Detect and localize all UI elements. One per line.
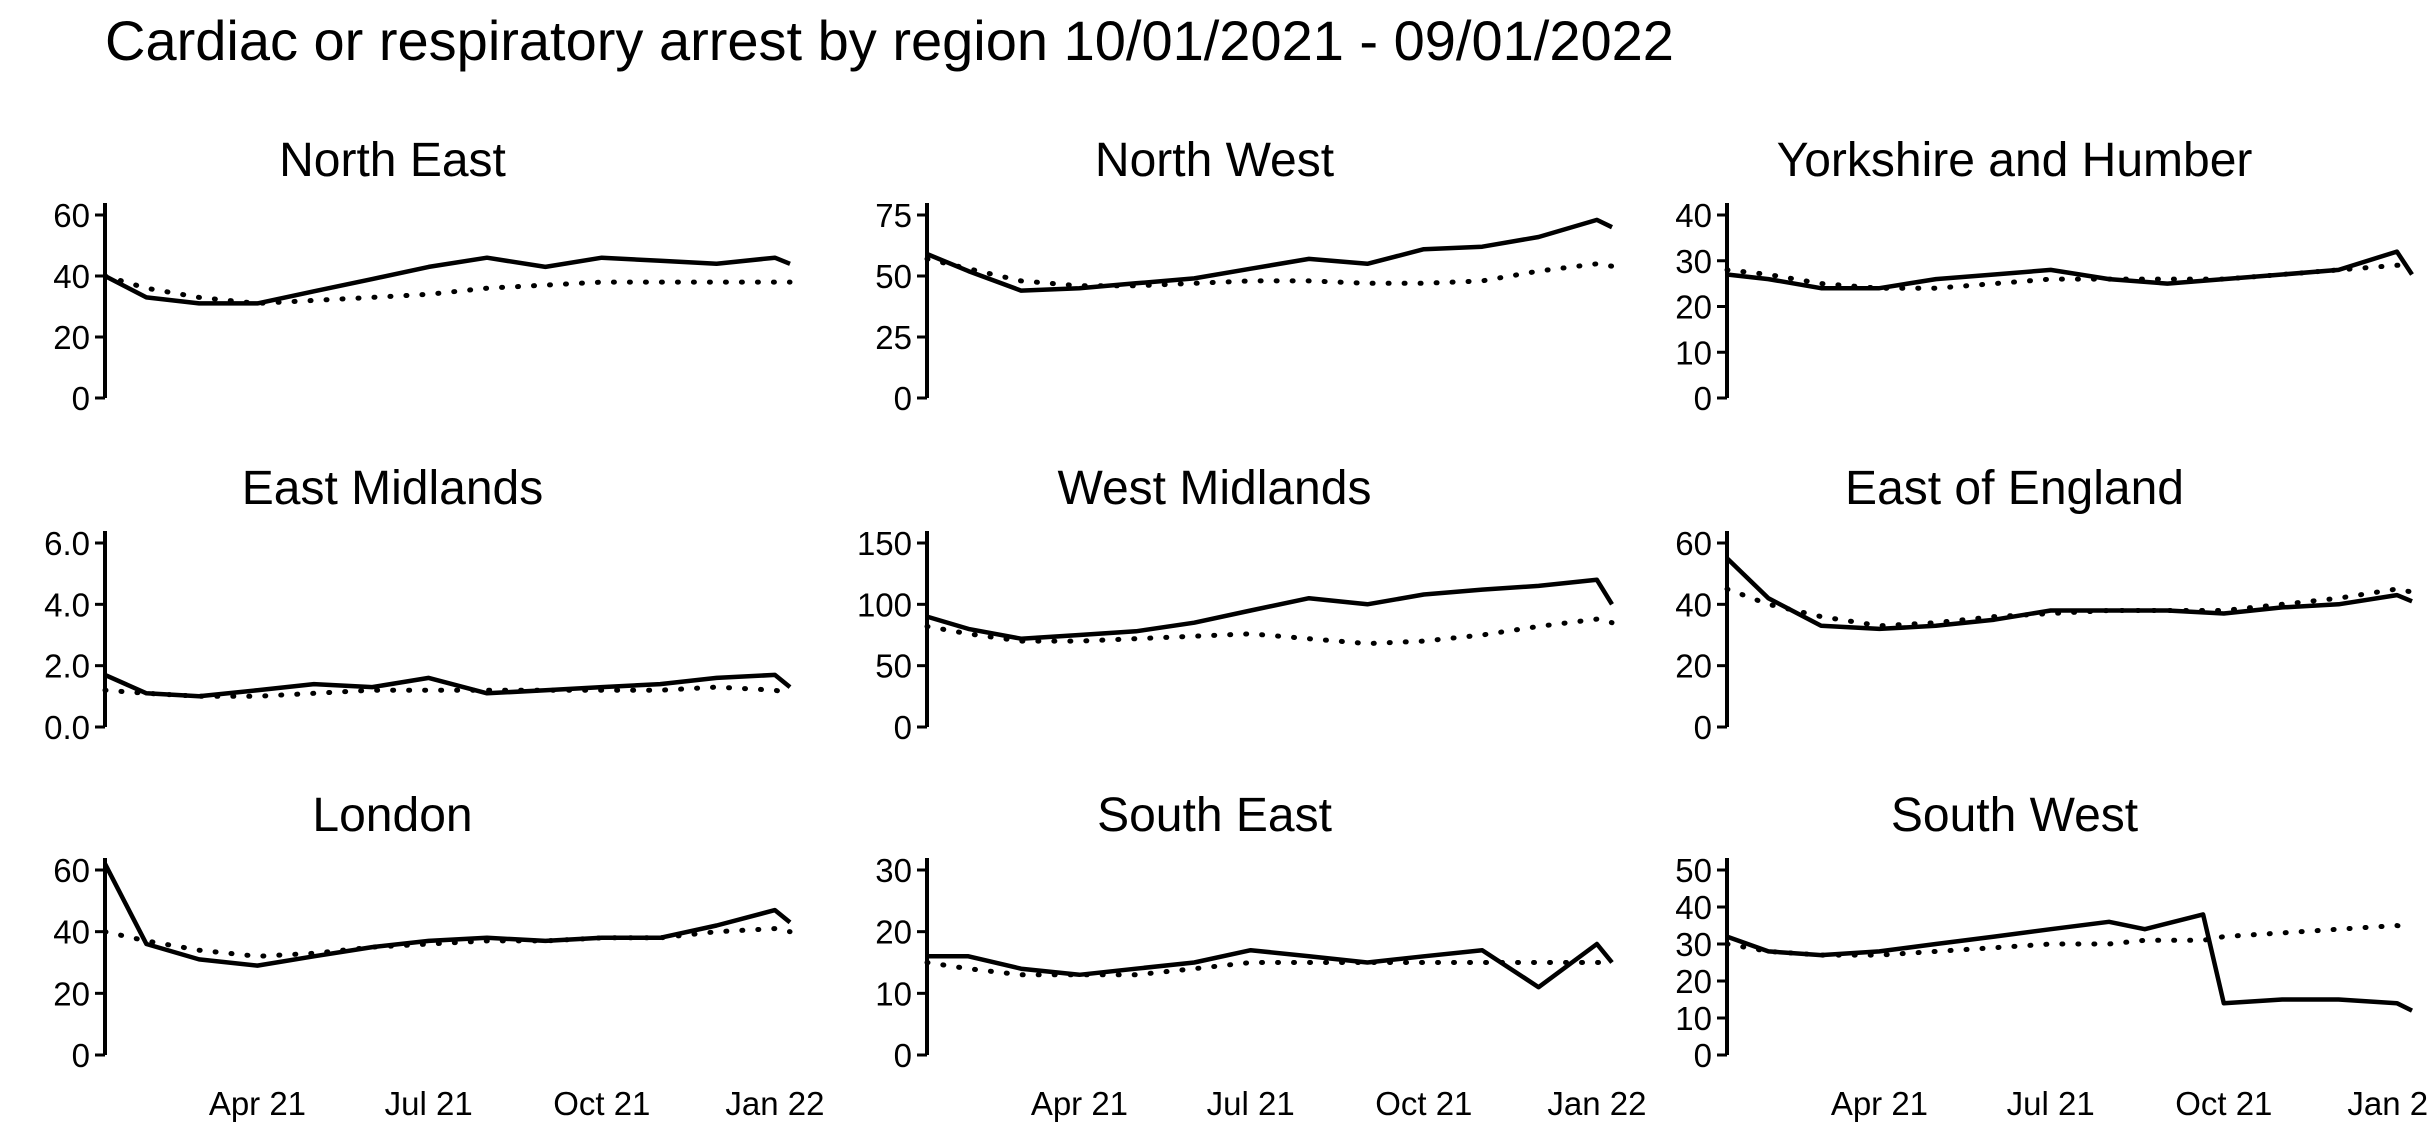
x-tick-label-south-west-1: Jul 21 <box>2007 1085 2095 1122</box>
y-tick-label-east-of-england-3: 60 <box>1675 525 1712 562</box>
panel-title-east-of-england: East of England <box>1845 462 2184 515</box>
y-tick-label-yorkshire-and-humber-3: 30 <box>1675 243 1712 280</box>
expected-line-south-west <box>1724 922 2415 958</box>
panel-title-yorkshire-and-humber: Yorkshire and Humber <box>1777 134 2253 187</box>
expected-line-yorkshire-and-humber <box>1724 262 2415 291</box>
y-tick-label-east-of-england-2: 40 <box>1675 586 1712 623</box>
panel-west-midlands: West Midlands 0 50 100 150 <box>857 462 1615 746</box>
panel-title-east-midlands: East Midlands <box>242 462 543 515</box>
y-tick-label-north-east-0: 0 <box>72 380 90 417</box>
y-tick-label-yorkshire-and-humber-1: 10 <box>1675 334 1712 371</box>
y-tick-label-south-west-4: 40 <box>1675 889 1712 926</box>
y-tick-label-south-east-0: 0 <box>894 1037 912 1074</box>
y-tick-label-east-midlands-1: 2.0 <box>44 648 90 685</box>
expected-line-west-midlands <box>924 616 1615 647</box>
x-tick-label-london-0: Apr 21 <box>209 1085 306 1122</box>
y-tick-label-yorkshire-and-humber-0: 0 <box>1694 380 1712 417</box>
y-tick-label-north-east-1: 20 <box>53 319 90 356</box>
y-tick-label-london-3: 60 <box>53 852 90 889</box>
y-tick-label-east-of-england-1: 20 <box>1675 648 1712 685</box>
y-tick-label-south-east-2: 20 <box>875 914 912 951</box>
y-tick-label-london-2: 40 <box>53 914 90 951</box>
panel-title-london: London <box>312 789 472 842</box>
y-tick-label-south-west-5: 50 <box>1675 852 1712 889</box>
y-tick-label-south-west-0: 0 <box>1694 1037 1712 1074</box>
series-line-north-west <box>926 217 1613 293</box>
x-tick-label-south-east-3: Jan 22 <box>1547 1085 1646 1122</box>
panel-title-north-west: North West <box>1095 134 1334 187</box>
series-line-south-west <box>1726 912 2413 1013</box>
y-tick-label-south-west-2: 20 <box>1675 963 1712 1000</box>
y-tick-label-west-midlands-1: 50 <box>875 648 912 685</box>
y-tick-label-north-west-1: 25 <box>875 319 912 356</box>
panel-title-west-midlands: West Midlands <box>1058 462 1372 515</box>
expected-line-north-west <box>924 256 1615 289</box>
y-tick-label-east-of-england-0: 0 <box>1694 709 1712 746</box>
series-line-north-east <box>103 255 791 306</box>
y-tick-label-east-midlands-3: 6.0 <box>44 525 90 562</box>
x-tick-label-south-east-0: Apr 21 <box>1031 1085 1128 1122</box>
y-tick-label-west-midlands-0: 0 <box>894 709 912 746</box>
x-tick-label-london-1: Jul 21 <box>385 1085 473 1122</box>
x-tick-label-south-west-3: Jan 22 <box>2347 1085 2429 1122</box>
series-line-london <box>103 862 792 968</box>
y-tick-label-yorkshire-and-humber-2: 20 <box>1675 289 1712 326</box>
y-tick-label-south-east-3: 30 <box>875 852 912 889</box>
y-tick-label-north-west-0: 0 <box>894 380 912 417</box>
panel-south-east: South East 0 10 20 30 Apr 21 Jul 21 Oct 21 Jan 2… <box>875 789 1646 1122</box>
panel-east-of-england: East of England 0 20 40 60 <box>1675 462 2415 746</box>
y-tick-label-west-midlands-3: 150 <box>857 525 912 562</box>
y-tick-label-london-1: 20 <box>53 975 90 1012</box>
x-tick-label-south-east-1: Jul 21 <box>1207 1085 1295 1122</box>
y-tick-label-london-0: 0 <box>72 1037 90 1074</box>
x-tick-label-london-3: Jan 22 <box>725 1085 824 1122</box>
x-tick-label-south-west-0: Apr 21 <box>1831 1085 1928 1122</box>
panel-north-west: North West 0 25 50 75 <box>875 134 1615 417</box>
x-tick-label-south-east-2: Oct 21 <box>1375 1085 1472 1122</box>
panel-title-south-east: South East <box>1097 789 1332 842</box>
series-line-east-midlands <box>104 672 792 699</box>
y-tick-label-north-west-3: 75 <box>875 197 912 234</box>
panel-east-midlands: East Midlands 0.0 2.0 4.0 6.0 <box>44 462 793 746</box>
y-tick-label-south-west-1: 10 <box>1675 1000 1712 1037</box>
panel-yorkshire-and-humber: Yorkshire and Humber 0 10 20 30 40 <box>1675 134 2415 417</box>
panel-title-south-west: South West <box>1891 789 2138 842</box>
expected-line-south-east <box>924 960 1615 978</box>
expected-line-north-east <box>102 273 793 306</box>
y-tick-label-north-west-2: 50 <box>875 258 912 295</box>
panel-title-north-east: North East <box>279 134 506 187</box>
expected-line-east-of-england <box>1724 586 2415 629</box>
y-tick-label-south-west-3: 30 <box>1675 926 1712 963</box>
chart-title: Cardiac or respiratory arrest by region … <box>105 9 1674 72</box>
expected-line-east-midlands <box>102 684 793 699</box>
panel-london: London 0 20 40 60 Apr 21 Jul 21 Oct 21 Jan 22 <box>53 789 824 1122</box>
y-tick-label-yorkshire-and-humber-4: 40 <box>1675 197 1712 234</box>
y-tick-label-north-east-3: 60 <box>53 197 90 234</box>
panel-north-east: North East 0 20 40 60 <box>53 134 793 417</box>
y-tick-label-west-midlands-2: 100 <box>857 586 912 623</box>
y-tick-label-south-east-1: 10 <box>875 975 912 1012</box>
series-line-yorkshire-and-humber <box>1726 249 2414 291</box>
y-tick-label-east-midlands-2: 4.0 <box>44 586 90 623</box>
x-tick-label-south-west-2: Oct 21 <box>2175 1085 2272 1122</box>
x-tick-label-london-2: Oct 21 <box>553 1085 650 1122</box>
y-tick-label-north-east-2: 40 <box>53 258 90 295</box>
series-line-east-of-england <box>1725 556 2413 632</box>
series-line-south-east <box>927 941 1614 990</box>
series-line-west-midlands <box>926 577 1614 641</box>
y-tick-label-east-midlands-0: 0.0 <box>44 709 90 746</box>
